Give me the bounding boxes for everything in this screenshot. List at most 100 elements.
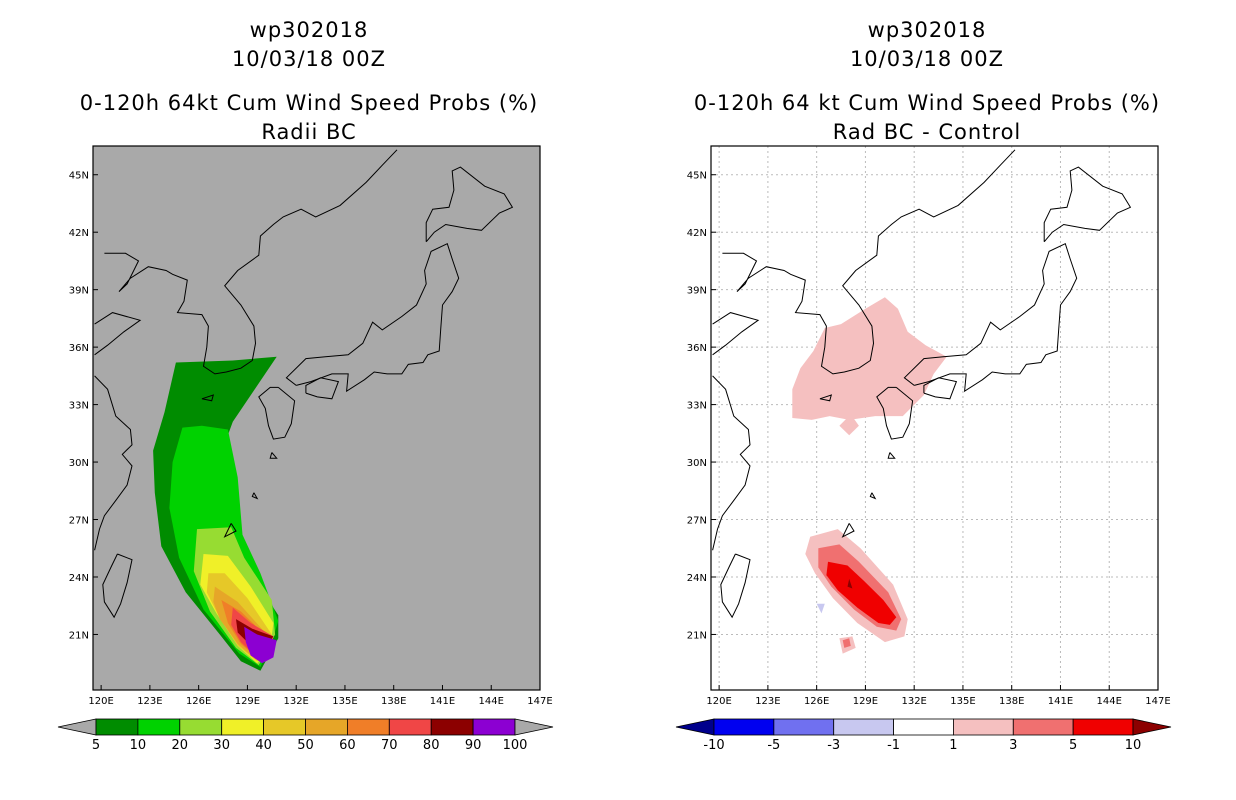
colorbar-low-arrow [675,718,715,736]
x-tick-label: 144E [1097,696,1122,707]
coastline [258,386,296,440]
coastline [223,523,237,538]
y-tick-label: 33N [687,401,707,412]
colorbar-label: 30 [213,738,230,753]
x-tick-label: 132E [901,696,926,707]
colorbar-label: 5 [92,738,100,753]
colorbar-label: 10 [130,738,147,753]
chart-title-line4: Rad BC - Control [832,120,1022,144]
colorbar-label: 3 [1009,738,1017,753]
colorbar-label: -1 [887,738,900,753]
x-tick-label: 126E [186,696,211,707]
colorbar-label: 20 [172,738,189,753]
chart-title-line3: 0-120h 64 kt Cum Wind Speed Probs (%) [693,91,1161,115]
colorbar-cell [305,718,348,736]
coastline [94,375,133,551]
plot-area [711,146,1158,690]
y-tick-label: 36N [687,343,707,354]
coastline [869,492,877,500]
right-panel: wp302018 10/03/18 00Z 0-120h 64 kt Cum W… [618,0,1236,800]
colorbar-label: -3 [827,738,840,753]
x-tick-label: 141E [1048,696,1073,707]
x-tick-label: 120E [88,696,113,707]
colorbar-high-arrow [514,718,554,736]
colorbar-cell [1012,718,1074,736]
x-tick-label: 144E [479,696,504,707]
x-tick-label: 135E [332,696,357,707]
coastline [269,452,278,459]
contour-level-5 [826,561,897,625]
plot-area [94,149,514,671]
contour-level-90 [244,626,277,664]
chart-1-svg: 120E 123E 126E 129E 132E 135E 138E 141E 144E 147E… [675,145,1172,753]
colorbar-cell [430,718,474,736]
y-tick-label: 21N [687,630,707,641]
chart-title-line1: wp302018 [867,18,987,42]
x-tick-label: 147E [527,696,552,707]
contour-level--1 [816,603,825,614]
y-tick-label: 39N [687,286,707,297]
left-panel: wp302018 10/03/18 00Z 0-120h 64kt Cum Wi… [57,18,554,753]
coastline [285,243,460,393]
colorbar-cell [263,718,306,736]
coastline [305,377,340,400]
coastline [841,523,855,538]
contour-level-10 [847,578,853,589]
colorbar-label: 80 [423,738,440,753]
y-tick-label: 27N [69,516,89,527]
chart-title-line1: wp302018 [249,18,369,42]
x-tick-label: 138E [381,696,406,707]
y-tick-label: 27N [687,516,707,527]
colorbar-label: 10 [1125,738,1142,753]
contour-level-1 [839,414,859,436]
coastline [425,166,514,243]
chart-0-svg: 120E 123E 126E 129E 132E 135E 138E 141E 144E 147E… [57,145,554,753]
contour-level-3 [842,638,851,648]
colorbar-cell [388,718,432,736]
plot-background [93,146,540,690]
x-tick-label: 135E [950,696,975,707]
coastline [722,149,1016,375]
y-tick-label: 21N [69,630,89,641]
colorbar-label: 5 [1069,738,1077,753]
colorbar-cell [1072,718,1134,736]
colorbar-cell [713,718,775,736]
colorbar-low-arrow [57,718,97,736]
chart-title-line4: Radii BC [261,120,357,144]
coastline [201,394,215,402]
x-tick-label: 129E [853,696,878,707]
coastline [712,312,760,356]
coastline [876,386,914,440]
y-tick-label: 33N [69,401,89,412]
x-tick-label: 123E [755,696,780,707]
y-tick-label: 24N [687,573,707,584]
colorbar-high-arrow [1132,718,1172,736]
colorbar-label: -5 [767,738,780,753]
coastline [1043,166,1132,243]
x-tick-label: 132E [283,696,308,707]
colorbar-label: 90 [465,738,482,753]
x-tick-label: 123E [137,696,162,707]
colorbar-cell [953,718,1014,736]
plot-background [711,146,1158,690]
colorbar-cell [137,718,181,736]
chart-title-line2: 10/03/18 00Z [849,47,1005,71]
colorbar-cell [221,718,264,736]
coastline [104,149,398,375]
colorbar-label: 70 [381,738,398,753]
colorbar-label: -10 [703,738,724,753]
colorbar-label: 50 [297,738,314,753]
colorbar-cell [179,718,223,736]
coastline [102,553,133,619]
x-tick-label: 147E [1145,696,1170,707]
colorbar-cell [893,718,954,736]
colorbar-label: 60 [339,738,356,753]
colorbar-label: 1 [949,738,957,753]
coastline [94,312,142,356]
x-tick-label: 138E [999,696,1024,707]
x-tick-label: 129E [235,696,260,707]
chart-title-line2: 10/03/18 00Z [231,47,387,71]
x-tick-label: 126E [804,696,829,707]
x-tick-label: 141E [430,696,455,707]
coastline [819,394,833,402]
